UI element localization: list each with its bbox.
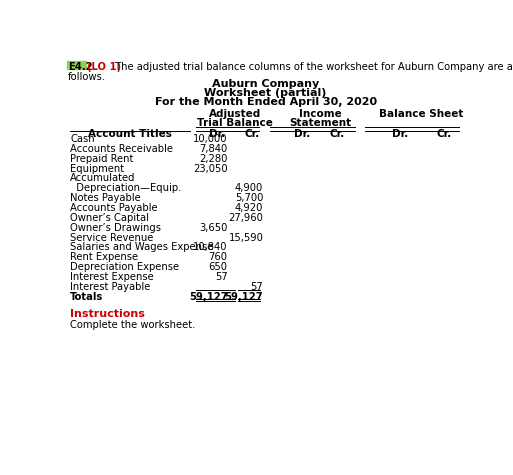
Text: Auburn Company: Auburn Company <box>212 78 319 88</box>
Text: Interest Payable: Interest Payable <box>70 282 151 292</box>
Text: Complete the worksheet.: Complete the worksheet. <box>70 320 195 330</box>
Text: Cr.: Cr. <box>329 129 345 139</box>
Text: Account Titles: Account Titles <box>88 129 172 139</box>
Text: 10,000: 10,000 <box>193 134 228 144</box>
Text: Equipment: Equipment <box>70 163 125 173</box>
Text: Accounts Payable: Accounts Payable <box>70 203 158 213</box>
Text: Prepaid Rent: Prepaid Rent <box>70 154 134 164</box>
Text: 3,650: 3,650 <box>199 223 228 233</box>
Text: 57: 57 <box>215 272 228 282</box>
Text: Notes Payable: Notes Payable <box>70 193 141 203</box>
Text: Statement: Statement <box>289 118 351 128</box>
Text: Interest Expense: Interest Expense <box>70 272 154 282</box>
Text: (LO 1): (LO 1) <box>87 62 122 72</box>
Text: Cr.: Cr. <box>436 129 451 139</box>
Text: Accounts Receivable: Accounts Receivable <box>70 144 173 154</box>
Text: For the Month Ended April 30, 2020: For the Month Ended April 30, 2020 <box>154 97 377 107</box>
Text: Worksheet (partial): Worksheet (partial) <box>205 88 327 98</box>
Text: Balance Sheet: Balance Sheet <box>379 109 464 119</box>
Text: Dr.: Dr. <box>294 129 310 139</box>
Text: Owner’s Drawings: Owner’s Drawings <box>70 223 161 233</box>
Text: 760: 760 <box>209 252 228 262</box>
Text: 23,050: 23,050 <box>193 163 228 173</box>
Text: 4,900: 4,900 <box>235 183 263 193</box>
Text: Instructions: Instructions <box>70 309 145 319</box>
Text: 7,840: 7,840 <box>200 144 228 154</box>
Text: 2,280: 2,280 <box>199 154 228 164</box>
Text: 59,127: 59,127 <box>189 292 228 302</box>
Text: Depreciation—Equip.: Depreciation—Equip. <box>70 183 182 193</box>
Text: Depreciation Expense: Depreciation Expense <box>70 262 180 272</box>
Text: Cash: Cash <box>70 134 95 144</box>
Text: Service Revenue: Service Revenue <box>70 233 154 243</box>
Text: 5,700: 5,700 <box>235 193 263 203</box>
Text: Owner’s Capital: Owner’s Capital <box>70 213 149 223</box>
Text: Dr.: Dr. <box>391 129 408 139</box>
Text: Rent Expense: Rent Expense <box>70 252 139 262</box>
Text: Totals: Totals <box>70 292 104 302</box>
Text: 650: 650 <box>209 262 228 272</box>
Bar <box>67 61 86 69</box>
Text: 59,127: 59,127 <box>225 292 263 302</box>
Text: Dr.: Dr. <box>209 129 225 139</box>
Text: 10,840: 10,840 <box>193 242 228 252</box>
Text: Trial Balance: Trial Balance <box>196 118 272 128</box>
Text: Cr.: Cr. <box>245 129 260 139</box>
Text: follows.: follows. <box>68 72 106 82</box>
Text: 15,590: 15,590 <box>228 233 263 243</box>
Text: Accumulated: Accumulated <box>70 173 136 183</box>
Text: Income: Income <box>299 109 341 119</box>
Text: Adjusted: Adjusted <box>208 109 261 119</box>
Text: 57: 57 <box>250 282 263 292</box>
Text: Salaries and Wages Expense: Salaries and Wages Expense <box>70 242 214 252</box>
Text: 27,960: 27,960 <box>228 213 263 223</box>
Text: E4.2: E4.2 <box>68 62 93 72</box>
Text: 4,920: 4,920 <box>235 203 263 213</box>
Text: The adjusted trial balance columns of the worksheet for Auburn Company are as: The adjusted trial balance columns of th… <box>112 62 513 72</box>
